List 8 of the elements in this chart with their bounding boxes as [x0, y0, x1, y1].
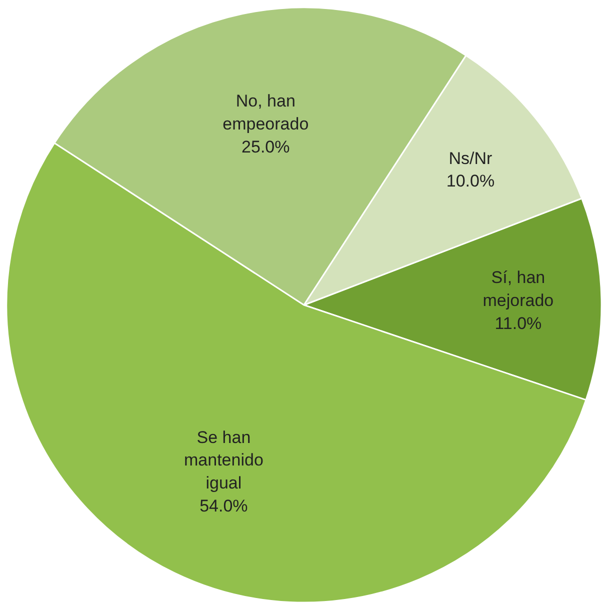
slice-label: Sí, han mejorado	[482, 268, 554, 310]
slice-label: Se han mantenido igual	[184, 428, 264, 493]
data-label: 11.0%	[494, 314, 542, 333]
data-label: 10.0%	[446, 172, 495, 191]
slice-label: No, han empeorado	[222, 92, 309, 134]
data-label: 25.0%	[242, 137, 290, 156]
slice-label: Ns/Nr	[448, 148, 493, 168]
data-label: 54.0%	[200, 496, 248, 516]
